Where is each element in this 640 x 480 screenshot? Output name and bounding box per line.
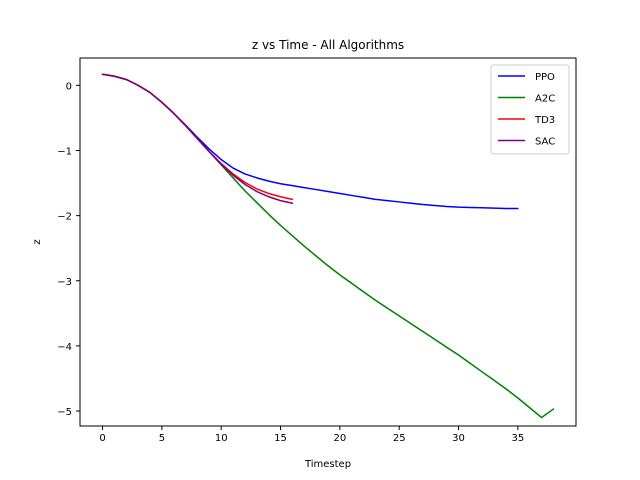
x-axis: 0 5 10 15 20 25 30 35 — [99, 426, 524, 444]
x-tick-label: 10 — [215, 433, 228, 444]
plot-frame — [79, 57, 577, 427]
y-tick-label: −3 — [57, 277, 72, 288]
y-tick-label: −1 — [57, 146, 72, 157]
x-tick-label: 35 — [511, 433, 524, 444]
series-line-sac — [101, 73, 294, 204]
y-tick-label: −4 — [57, 342, 72, 353]
legend-label-a2c: A2C — [535, 94, 555, 105]
x-tick-label: 20 — [333, 433, 346, 444]
chart-title: z vs Time - All Algorithms — [252, 38, 404, 52]
y-tick-label: −2 — [57, 212, 72, 223]
x-tick-label: 30 — [452, 433, 465, 444]
legend-box — [490, 64, 570, 155]
legend-label-sac: SAC — [535, 137, 555, 148]
legend: PPO A2C TD3 SAC — [490, 64, 570, 155]
series-layer — [101, 73, 555, 419]
y-axis-label: z — [32, 239, 43, 244]
x-tick-label: 25 — [393, 433, 406, 444]
legend-label-td3: TD3 — [534, 115, 555, 126]
y-tick-label: 0 — [66, 81, 72, 92]
x-tick-label: 0 — [99, 433, 105, 444]
y-axis: 0 −1 −2 −3 −4 −5 — [57, 81, 80, 418]
x-axis-label: Timestep — [304, 459, 351, 470]
x-tick-label: 15 — [274, 433, 287, 444]
y-tick-label: −5 — [57, 407, 72, 418]
legend-label-ppo: PPO — [535, 72, 555, 83]
x-tick-label: 5 — [159, 433, 165, 444]
